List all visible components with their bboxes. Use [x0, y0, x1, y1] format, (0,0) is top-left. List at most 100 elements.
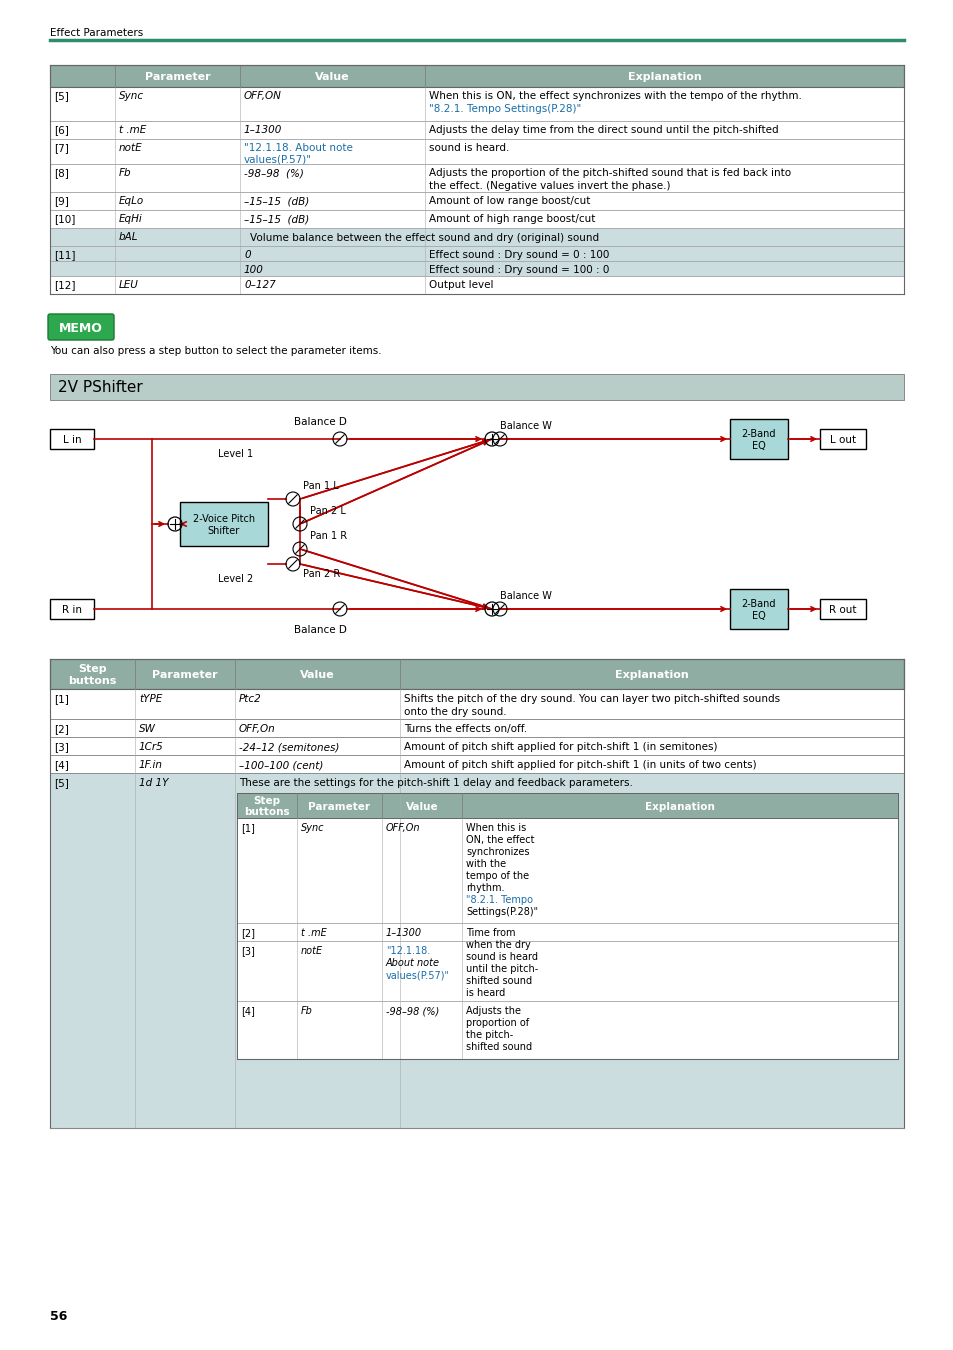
Text: [10]: [10] — [54, 215, 75, 224]
Text: bAL: bAL — [119, 232, 138, 242]
Text: 0: 0 — [244, 250, 251, 261]
Text: t .mE: t .mE — [301, 927, 327, 938]
Text: [4]: [4] — [241, 1006, 254, 1017]
Text: Sync: Sync — [301, 824, 324, 833]
Text: [2]: [2] — [54, 724, 69, 734]
Bar — [50, 163, 903, 192]
Text: onto the dry sound.: onto the dry sound. — [403, 707, 506, 717]
Bar — [50, 374, 903, 400]
Bar — [50, 122, 903, 139]
Text: Balance W: Balance W — [499, 591, 551, 601]
Text: Effect sound : Dry sound = 0 : 100: Effect sound : Dry sound = 0 : 100 — [429, 250, 609, 261]
Text: proportion of: proportion of — [465, 1018, 529, 1027]
Text: sound is heard: sound is heard — [465, 952, 537, 963]
Text: notE: notE — [119, 143, 143, 153]
Text: LEU: LEU — [119, 279, 139, 290]
Text: 1F.in: 1F.in — [139, 760, 163, 770]
Bar — [236, 792, 897, 818]
Text: synchronizes: synchronizes — [465, 846, 529, 857]
Text: Pan 2 R: Pan 2 R — [303, 568, 340, 579]
Text: "12.1.18. About note: "12.1.18. About note — [244, 143, 353, 153]
Bar — [50, 86, 903, 122]
Text: the pitch-: the pitch- — [465, 1030, 513, 1040]
Text: Explanation: Explanation — [627, 72, 700, 82]
Text: 100: 100 — [244, 265, 264, 275]
Text: "8.2.1. Tempo: "8.2.1. Tempo — [465, 895, 533, 905]
Bar — [50, 261, 903, 275]
Text: MEMO: MEMO — [59, 321, 103, 335]
Text: Balance D: Balance D — [294, 417, 346, 427]
Text: EqHi: EqHi — [119, 215, 143, 224]
Text: EqLo: EqLo — [119, 196, 144, 207]
Text: Value: Value — [405, 802, 437, 811]
Text: Adjusts the delay time from the direct sound until the pitch-shifted: Adjusts the delay time from the direct s… — [429, 126, 778, 135]
Text: OFF,ON: OFF,ON — [244, 90, 281, 101]
Bar — [50, 139, 903, 163]
Text: Turns the effects on/off.: Turns the effects on/off. — [403, 724, 527, 734]
Text: [12]: [12] — [54, 279, 75, 290]
Bar — [820, 599, 865, 620]
Text: "12.1.18.: "12.1.18. — [386, 946, 430, 956]
Bar — [729, 589, 787, 629]
Bar — [50, 720, 903, 737]
Text: 1–1300: 1–1300 — [386, 927, 421, 938]
Text: [1]: [1] — [54, 694, 69, 703]
Text: [2]: [2] — [241, 927, 254, 938]
Bar — [180, 502, 268, 545]
Text: These are the settings for the pitch-shift 1 delay and feedback parameters.: These are the settings for the pitch-shi… — [239, 778, 632, 788]
Text: 56: 56 — [50, 1310, 68, 1323]
Bar — [50, 275, 903, 294]
Text: is heard: is heard — [465, 988, 505, 998]
Text: Amount of low range boost/cut: Amount of low range boost/cut — [429, 196, 590, 207]
Text: Pan 1 R: Pan 1 R — [310, 531, 347, 541]
Text: with the: with the — [465, 859, 506, 869]
Text: Effect Parameters: Effect Parameters — [50, 28, 143, 38]
Text: L in: L in — [63, 435, 81, 446]
Text: Adjusts the: Adjusts the — [465, 1006, 520, 1017]
Text: –15–15  (dB): –15–15 (dB) — [244, 215, 309, 224]
Text: 2-Band
EQ: 2-Band EQ — [741, 599, 776, 621]
Text: shifted sound: shifted sound — [465, 1042, 532, 1052]
Text: 2-Band
EQ: 2-Band EQ — [741, 429, 776, 451]
Text: Shifts the pitch of the dry sound. You can layer two pitch-shifted sounds: Shifts the pitch of the dry sound. You c… — [403, 694, 780, 703]
Text: –15–15  (dB): –15–15 (dB) — [244, 196, 309, 207]
Text: [8]: [8] — [54, 167, 69, 178]
Bar — [50, 192, 903, 211]
Text: notE: notE — [301, 946, 323, 956]
Text: "8.2.1. Tempo Settings(P.28)": "8.2.1. Tempo Settings(P.28)" — [429, 104, 580, 113]
Text: Amount of pitch shift applied for pitch-shift 1 (in units of two cents): Amount of pitch shift applied for pitch-… — [403, 760, 756, 770]
Bar — [50, 599, 94, 620]
Bar — [50, 737, 903, 755]
Text: [9]: [9] — [54, 196, 69, 207]
Text: Step
buttons: Step buttons — [69, 664, 116, 686]
Text: Time from: Time from — [465, 927, 515, 938]
Text: values(P.57)": values(P.57)" — [386, 971, 450, 980]
Bar — [820, 429, 865, 450]
Bar — [236, 818, 897, 923]
Text: the effect. (Negative values invert the phase.): the effect. (Negative values invert the … — [429, 181, 670, 190]
Bar — [50, 429, 94, 450]
Text: 2V PShifter: 2V PShifter — [58, 379, 143, 396]
Bar — [50, 246, 903, 261]
Text: ON, the effect: ON, the effect — [465, 836, 534, 845]
Text: Parameter: Parameter — [308, 802, 370, 811]
Bar — [50, 688, 903, 720]
Text: -98–98  (%): -98–98 (%) — [244, 167, 304, 178]
Text: Level 1: Level 1 — [218, 450, 253, 459]
Bar — [50, 228, 903, 246]
Text: R in: R in — [62, 605, 82, 616]
Text: [3]: [3] — [241, 946, 254, 956]
Bar — [50, 659, 903, 688]
Text: 1–1300: 1–1300 — [244, 126, 282, 135]
Text: Balance D: Balance D — [294, 625, 346, 634]
Text: You can also press a step button to select the parameter items.: You can also press a step button to sele… — [50, 346, 381, 356]
Text: [1]: [1] — [241, 824, 254, 833]
Text: Parameter: Parameter — [145, 72, 210, 82]
Text: Adjusts the proportion of the pitch-shifted sound that is fed back into: Adjusts the proportion of the pitch-shif… — [429, 167, 790, 178]
Text: [5]: [5] — [54, 778, 69, 788]
Text: OFF,On: OFF,On — [239, 724, 275, 734]
Text: Sync: Sync — [119, 90, 144, 101]
Bar — [50, 774, 903, 1129]
Text: Fb: Fb — [301, 1006, 313, 1017]
Bar — [236, 1000, 897, 1058]
